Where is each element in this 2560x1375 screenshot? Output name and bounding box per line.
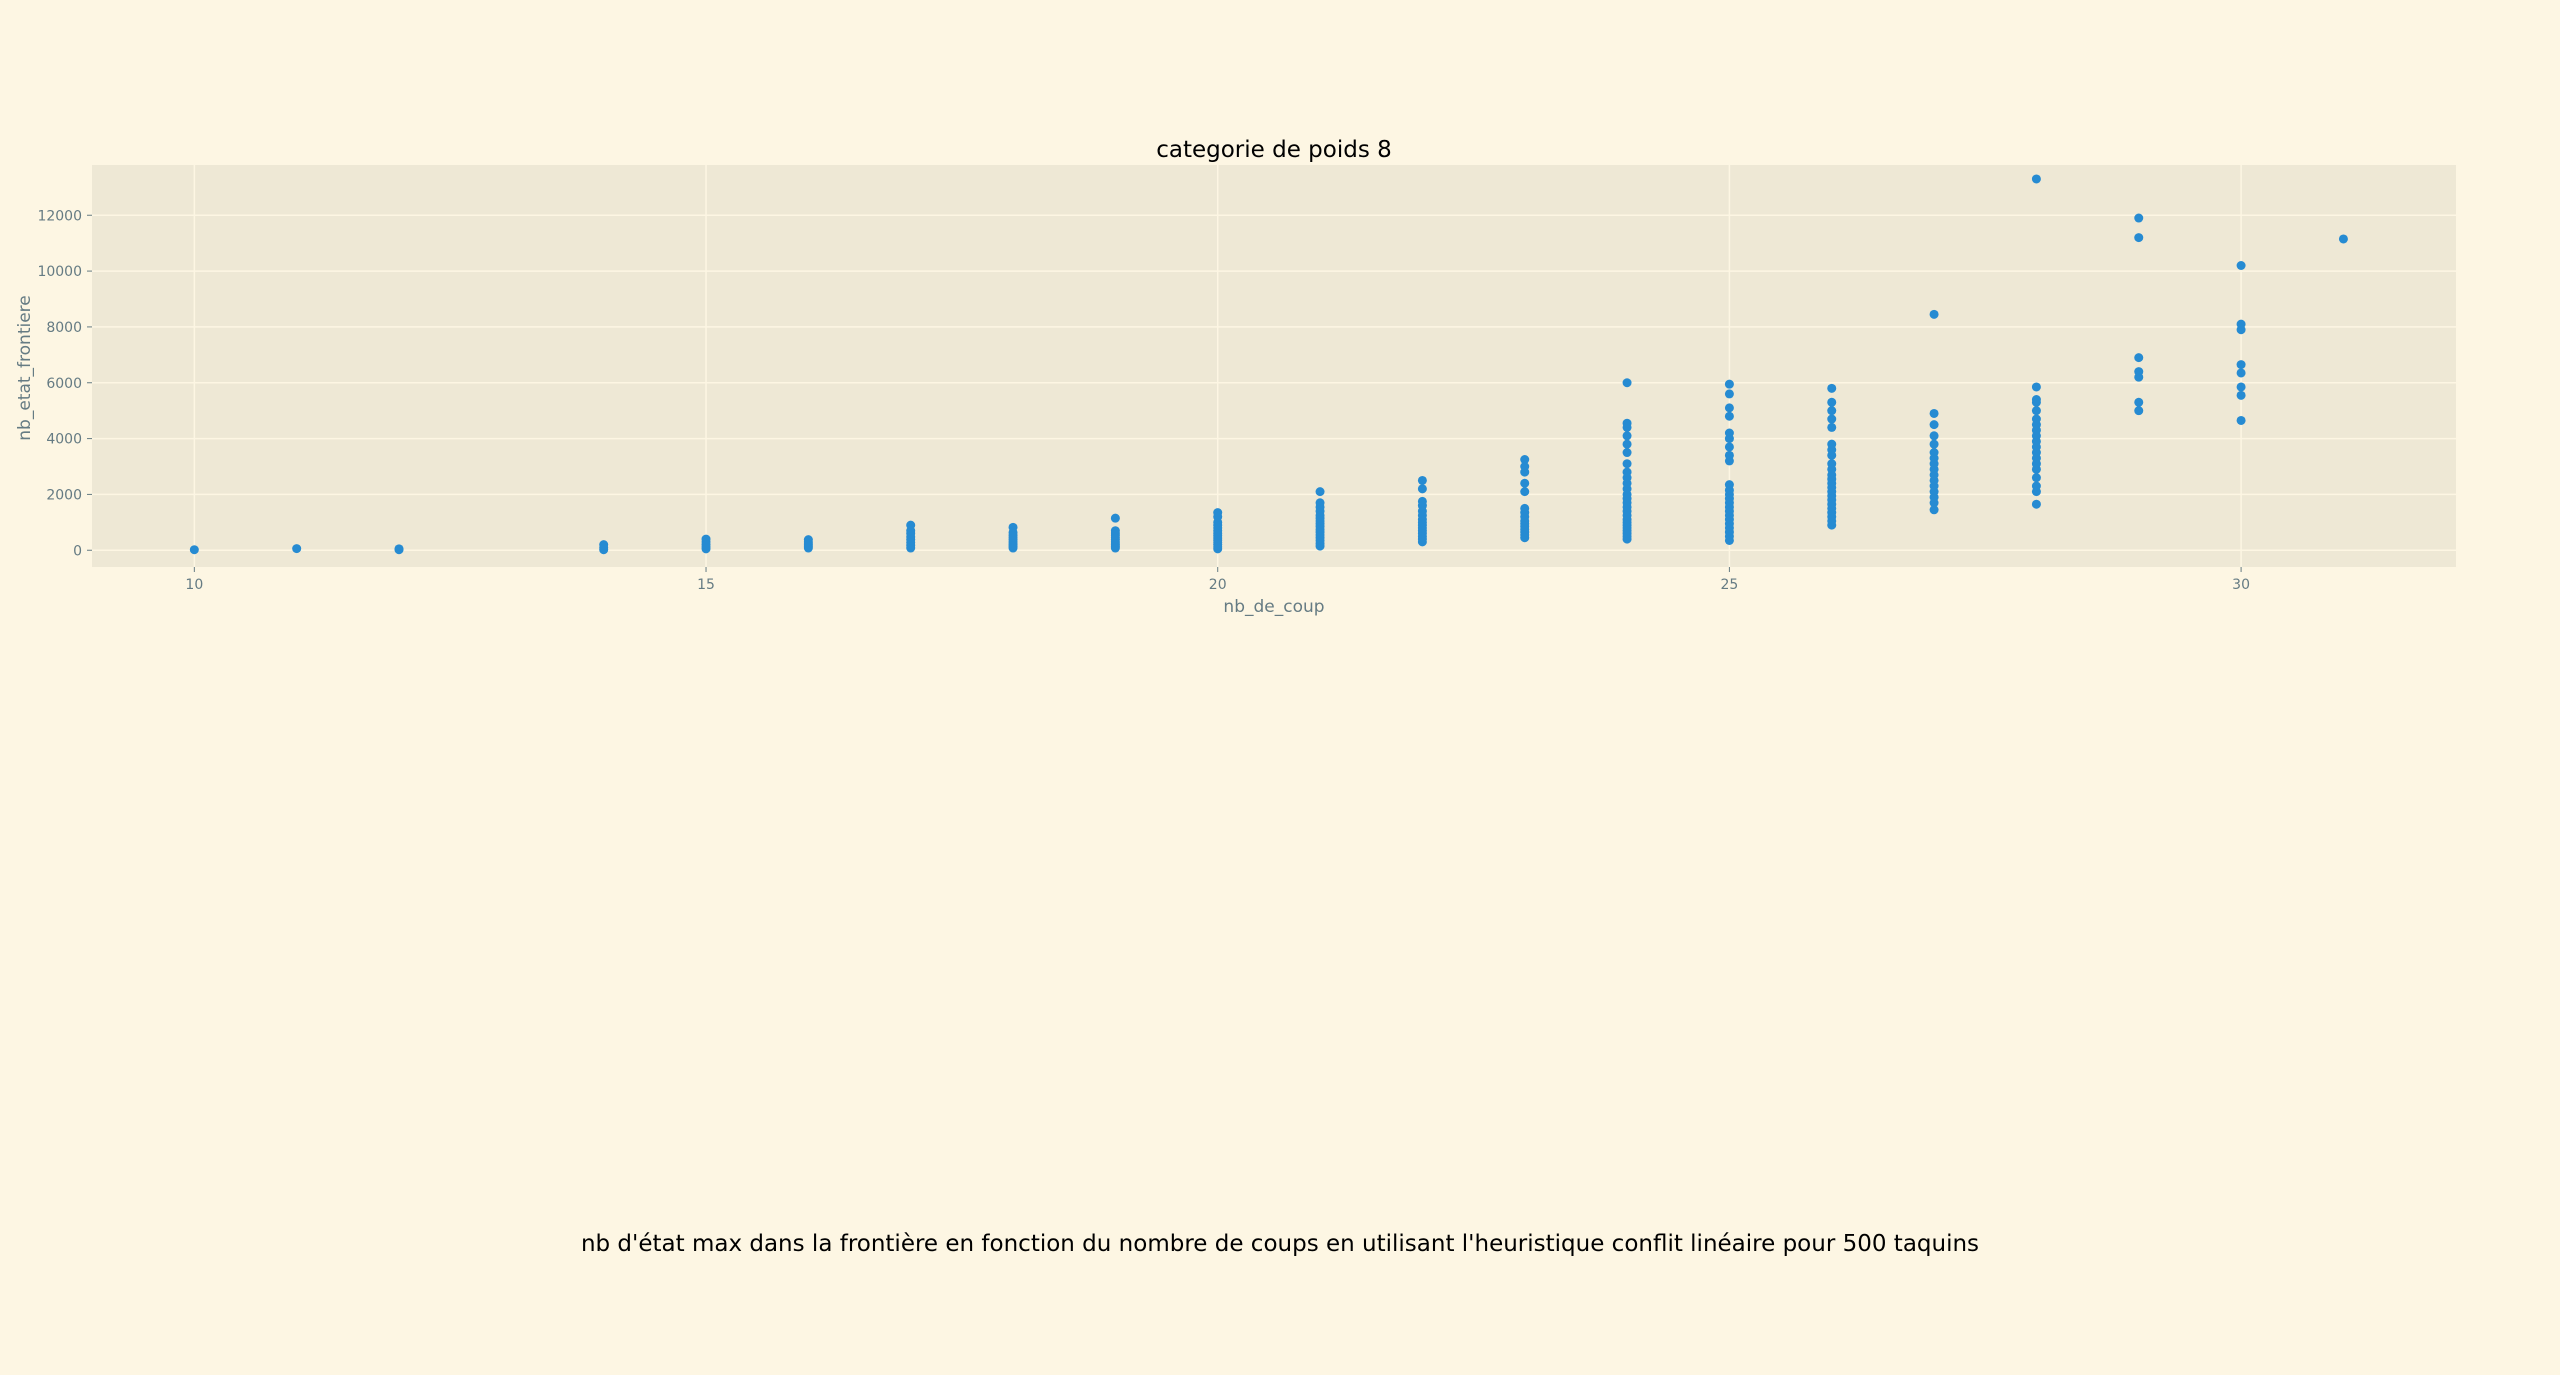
data-point-216	[2134, 213, 2144, 223]
data-point-151	[1724, 379, 1734, 389]
y-tick-label-6: 12000	[37, 208, 82, 224]
data-point-147	[1724, 428, 1734, 438]
data-point-88	[1417, 475, 1427, 485]
data-point-170	[1827, 422, 1837, 432]
data-point-187	[1929, 431, 1939, 441]
data-point-72	[1315, 498, 1325, 508]
data-point-57	[1213, 508, 1223, 518]
y-tick-label-2: 4000	[46, 432, 82, 448]
data-point-225	[2338, 234, 2348, 244]
data-point-24	[906, 520, 916, 530]
data-point-99	[1520, 487, 1530, 497]
y-tick-label-1: 2000	[46, 487, 82, 503]
data-point-100	[1520, 478, 1530, 488]
data-point-125	[1622, 431, 1632, 441]
data-point-86	[1417, 496, 1427, 506]
data-point-166	[1827, 459, 1837, 469]
data-point-191	[2031, 499, 2041, 509]
data-point-11	[701, 534, 711, 544]
data-point-43	[1110, 513, 1120, 523]
y-tick-label-5: 10000	[37, 264, 82, 280]
data-point-103	[1520, 455, 1530, 465]
data-point-213	[2134, 367, 2144, 377]
data-point-127	[1622, 418, 1632, 428]
y-tick-label-0: 0	[73, 543, 82, 559]
y-axis-label: nb_etat_frontiere	[15, 295, 35, 440]
data-point-214	[2134, 353, 2144, 363]
data-point-0	[189, 545, 199, 555]
data-point-171	[1827, 414, 1837, 424]
x-axis-label: nb_de_coup	[1223, 597, 1324, 617]
data-point-175	[1929, 505, 1939, 515]
data-point-219	[2236, 382, 2246, 392]
x-tick-label-2: 20	[1209, 577, 1227, 593]
data-point-123	[1622, 448, 1632, 458]
data-point-142	[1724, 480, 1734, 490]
data-point-189	[1929, 408, 1939, 418]
data-point-208	[2031, 382, 2041, 392]
data-point-186	[1929, 439, 1939, 449]
data-point-102	[1520, 462, 1530, 471]
data-point-188	[1929, 420, 1939, 430]
data-point-73	[1315, 487, 1325, 497]
data-point-218	[2236, 390, 2246, 400]
axis-ticks: 10 15 20 25 30 0 2000 4000 6000 8000 10000 12000	[37, 208, 2250, 593]
data-point-150	[1724, 389, 1734, 399]
x-tick-label-1: 15	[697, 577, 715, 593]
data-point-6	[599, 540, 609, 550]
data-point-128	[1622, 378, 1632, 388]
x-tick-label-0: 10	[185, 577, 203, 593]
data-point-207	[2031, 395, 2041, 404]
data-point-224	[2236, 261, 2246, 270]
grid-lines	[92, 165, 2456, 567]
data-point-204	[2031, 414, 2041, 424]
data-point-190	[1929, 309, 1939, 319]
data-points	[189, 174, 2348, 555]
data-point-148	[1724, 411, 1734, 421]
data-point-144	[1724, 450, 1734, 460]
data-point-211	[2134, 397, 2144, 407]
y-tick-label-3: 6000	[46, 376, 82, 392]
data-point-33	[1008, 522, 1018, 532]
data-point-149	[1724, 403, 1734, 413]
data-point-174	[1827, 383, 1837, 393]
data-point-42	[1110, 526, 1120, 536]
data-point-194	[2031, 473, 2041, 483]
data-point-209	[2031, 174, 2041, 184]
data-point-16	[803, 535, 813, 545]
data-point-124	[1622, 439, 1632, 449]
data-point-215	[2134, 233, 2144, 243]
data-point-210	[2134, 406, 2144, 416]
data-point-98	[1520, 503, 1530, 513]
data-point-223	[2236, 319, 2246, 329]
data-point-220	[2236, 368, 2246, 378]
plot-area	[92, 165, 2456, 567]
data-point-193	[2031, 481, 2041, 491]
x-tick-label-4: 30	[2232, 577, 2250, 593]
x-tick-label-3: 25	[1720, 577, 1738, 593]
data-point-205	[2031, 406, 2041, 416]
data-point-221	[2236, 360, 2246, 370]
data-point-145	[1724, 442, 1734, 452]
data-point-87	[1417, 484, 1427, 494]
figure-caption: nb d'état max dans la frontière en fonct…	[580, 1231, 1980, 1257]
data-point-173	[1827, 397, 1837, 407]
data-point-1	[292, 544, 302, 554]
data-point-3	[394, 544, 404, 554]
chart-title: categorie de poids 8	[1156, 137, 1392, 163]
y-tick-label-4: 8000	[46, 320, 82, 336]
data-point-185	[1929, 448, 1939, 458]
data-point-122	[1622, 459, 1632, 469]
data-point-172	[1827, 406, 1837, 416]
data-point-169	[1827, 439, 1837, 449]
data-point-121	[1622, 467, 1632, 477]
data-point-217	[2236, 415, 2246, 425]
